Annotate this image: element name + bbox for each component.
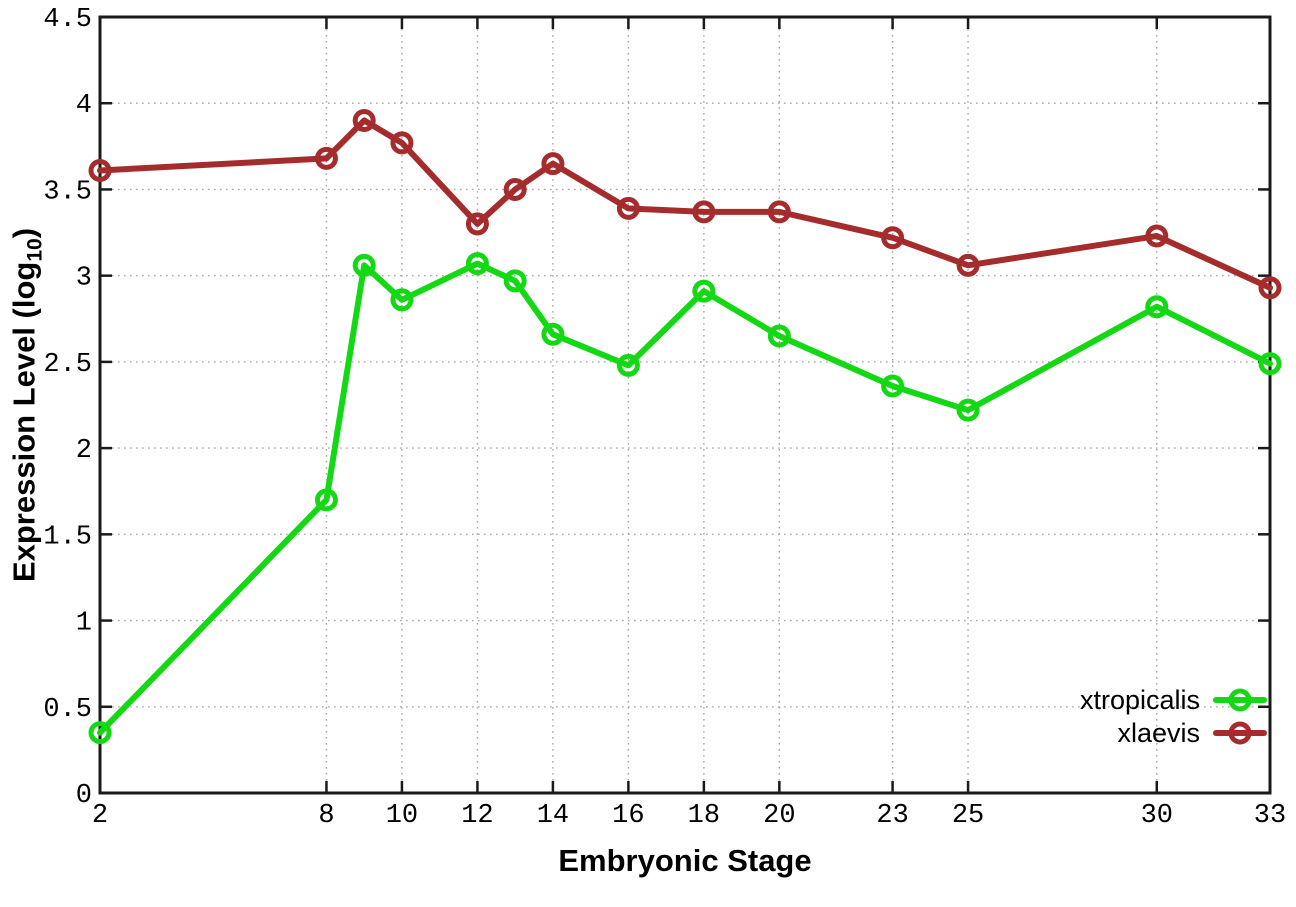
marker-xtropicalis-stage-20 bbox=[767, 324, 791, 348]
y-axis-title-close: ) bbox=[6, 227, 42, 239]
y-tick-label-3.5: 3.5 bbox=[43, 177, 92, 207]
y-axis-title: Expression Level (log10) bbox=[7, 228, 48, 582]
marker-xlaevis-stage-18 bbox=[692, 200, 716, 224]
y-tick-label-4.5: 4.5 bbox=[43, 5, 92, 35]
x-tick-label-30: 30 bbox=[1141, 801, 1173, 831]
x-tick-label-12: 12 bbox=[461, 801, 493, 831]
x-tick-label-16: 16 bbox=[612, 801, 644, 831]
marker-xtropicalis-stage-10 bbox=[390, 288, 414, 312]
marker-xlaevis-stage-16 bbox=[616, 196, 640, 220]
marker-xtropicalis-stage-18 bbox=[692, 279, 716, 303]
marker-xtropicalis-stage-9 bbox=[352, 253, 376, 277]
marker-xlaevis-stage-13 bbox=[503, 177, 527, 201]
y-tick-labels: 0 0.5 1 1.5 2 2.5 3 3.5 4 4.5 bbox=[43, 5, 92, 811]
marker-xlaevis-stage-9 bbox=[352, 108, 376, 132]
marker-xtropicalis-stage-13 bbox=[503, 269, 527, 293]
x-tick-label-20: 20 bbox=[763, 801, 795, 831]
marker-xlaevis-stage-23 bbox=[881, 226, 905, 250]
x-tick-labels: 2 8 10 12 14 16 18 20 23 25 30 33 bbox=[92, 801, 1286, 831]
x-axis-title: Embryonic Stage bbox=[558, 843, 812, 878]
marker-xlaevis-stage-2 bbox=[88, 158, 112, 182]
x-tick-label-18: 18 bbox=[688, 801, 720, 831]
series-line-xlaevis bbox=[97, 117, 1273, 291]
marker-xlaevis-stage-14 bbox=[541, 152, 565, 176]
marker-xtropicalis-stage-23 bbox=[881, 374, 905, 398]
legend-marker-xtropicalis bbox=[1228, 688, 1252, 712]
x-tick-label-14: 14 bbox=[537, 801, 569, 831]
marker-xlaevis-stage-10 bbox=[390, 131, 414, 155]
y-tick-label-1.5: 1.5 bbox=[43, 522, 92, 552]
series-markers-xtropicalis bbox=[88, 252, 1282, 745]
legend-item-xtropicalis: xtropicalis bbox=[1080, 685, 1267, 715]
x-tick-label-2: 2 bbox=[92, 801, 108, 831]
marker-xtropicalis-stage-8 bbox=[314, 488, 338, 512]
x-tick-label-33: 33 bbox=[1254, 801, 1286, 831]
y-tick-label-2.5: 2.5 bbox=[43, 350, 92, 380]
x-tick-label-25: 25 bbox=[952, 801, 984, 831]
legend-item-xlaevis: xlaevis bbox=[1117, 718, 1267, 748]
series-markers-xlaevis bbox=[88, 108, 1282, 300]
x-tick-label-10: 10 bbox=[386, 801, 418, 831]
marker-xtropicalis-stage-16 bbox=[616, 353, 640, 377]
marker-xlaevis-stage-8 bbox=[314, 146, 338, 170]
marker-xtropicalis-stage-14 bbox=[541, 322, 565, 346]
y-tick-label-2: 2 bbox=[76, 436, 92, 466]
marker-xtropicalis-stage-2 bbox=[88, 721, 112, 745]
marker-xlaevis-stage-33 bbox=[1258, 276, 1282, 300]
marker-xtropicalis-stage-25 bbox=[956, 398, 980, 422]
axis-ticks bbox=[98, 15, 1272, 795]
plot-border bbox=[98, 15, 1272, 795]
marker-xtropicalis-stage-12 bbox=[465, 252, 489, 276]
x-tick-label-8: 8 bbox=[318, 801, 334, 831]
marker-xlaevis-stage-20 bbox=[767, 200, 791, 224]
marker-xlaevis-stage-25 bbox=[956, 253, 980, 277]
marker-xtropicalis-stage-30 bbox=[1145, 295, 1169, 319]
legend-marker-xlaevis bbox=[1228, 721, 1252, 745]
x-tick-label-23: 23 bbox=[876, 801, 908, 831]
y-tick-label-3: 3 bbox=[76, 264, 92, 294]
grid bbox=[99, 16, 1271, 794]
series-line-xtropicalis bbox=[97, 260, 1273, 736]
marker-xlaevis-stage-30 bbox=[1145, 224, 1169, 248]
y-axis-title-text: Expression Level (log bbox=[6, 261, 42, 583]
marker-xtropicalis-stage-33 bbox=[1258, 352, 1282, 376]
legend-label-xtropicalis: xtropicalis bbox=[1080, 685, 1200, 715]
y-tick-label-0: 0 bbox=[76, 781, 92, 811]
marker-xlaevis-stage-12 bbox=[465, 212, 489, 236]
y-axis-title-subscript: 10 bbox=[23, 238, 47, 262]
legend-label-xlaevis: xlaevis bbox=[1117, 718, 1200, 748]
y-tick-label-0.5: 0.5 bbox=[43, 695, 92, 725]
y-tick-label-4: 4 bbox=[76, 91, 92, 121]
y-tick-label-1: 1 bbox=[76, 609, 92, 639]
